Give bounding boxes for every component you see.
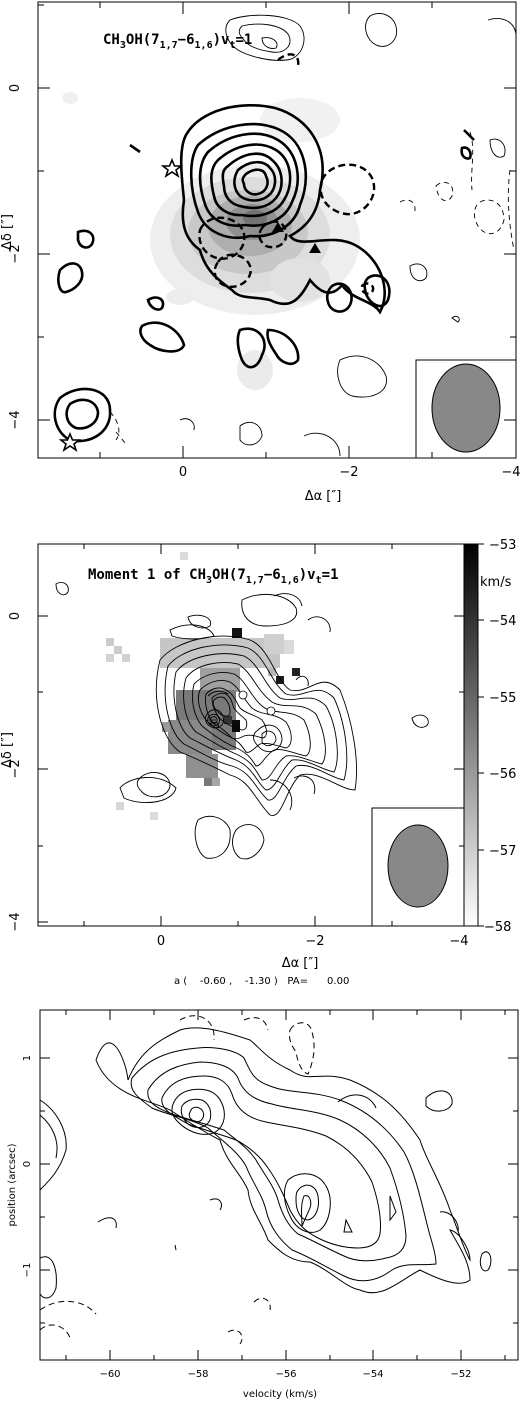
panel-2-colorbar xyxy=(463,543,479,927)
panel-1-title: CH3OH(71,7−61,6)vt=1 xyxy=(103,32,252,51)
panel-2-peak-marker xyxy=(238,690,248,700)
panel-1-star-marker xyxy=(160,157,184,178)
panel-2-cbar-label-3: −56 xyxy=(489,767,516,782)
panel-3-xtick-2: −56 xyxy=(275,1369,296,1380)
panel-1-ticks xyxy=(38,2,517,458)
panel-1-thick-contours xyxy=(53,104,475,443)
panel-1-xtick-0: 0 xyxy=(179,465,187,480)
panel-2-colorbar-ticks xyxy=(478,543,484,927)
panel-2-cbar-label-2: −55 xyxy=(489,691,516,706)
panel-2-ytick-0: 0 xyxy=(8,612,23,620)
panel-1-thin-dashed-contours xyxy=(109,131,515,445)
panel-2-cbar-label-5: −58 xyxy=(484,920,511,935)
panel-1-xtick-1: −2 xyxy=(339,465,358,480)
panel-1-thick-dashed-contours xyxy=(198,53,376,295)
panel-3-pv-diagram: −60 −58 −56 −54 −52 velocity (km/s) 1 0 … xyxy=(7,1009,519,1400)
panel-3-ytick-1: 0 xyxy=(22,1161,33,1167)
panel-2-cbar-unit: km/s xyxy=(480,575,512,590)
panel-3-ylabel: position (arcsec) xyxy=(7,1143,18,1226)
panel-2-ylabel: Δδ [″] xyxy=(0,732,15,768)
panel-2-cbar-label-1: −54 xyxy=(489,614,516,629)
panel-1-xlabel: Δα [″] xyxy=(305,489,342,504)
panel-3-dashed-contours xyxy=(39,1015,315,1345)
panel-2-ytick-2: −4 xyxy=(8,912,23,931)
panel-2-peak-marker-2 xyxy=(266,706,276,716)
panel-1-triangle-marker xyxy=(272,222,284,232)
panel-2-xtick-1: −2 xyxy=(305,934,324,949)
panel-2-moment-map: −53 km/s −54 −55 −56 −57 −58 Moment 1 of… xyxy=(0,538,516,987)
panel-3-ytick-2: −1 xyxy=(22,1263,33,1278)
panel-2-xlabel: Δα [″] xyxy=(282,956,319,971)
panel-2-contours xyxy=(55,581,429,860)
panel-3-xtick-0: −60 xyxy=(99,1369,120,1380)
panel-1-ytick-1: −2 xyxy=(8,244,23,263)
panel-1-star-marker-2 xyxy=(58,431,82,452)
panel-3-ytick-0: 1 xyxy=(22,1055,33,1061)
panel-2-ytick-1: −2 xyxy=(8,759,23,778)
panel-1-triangle-marker-2 xyxy=(309,243,321,253)
panel-3-frame xyxy=(39,1009,519,1361)
panel-3-xlabel: velocity (km/s) xyxy=(243,1389,317,1400)
panel-1-ytick-2: −4 xyxy=(8,410,23,429)
panel-2-xtick-0: 0 xyxy=(157,934,165,949)
panel-1-xtick-2: −4 xyxy=(501,465,520,480)
panel-3-xtick-4: −52 xyxy=(450,1369,471,1380)
panel-2-title: Moment 1 of CH3OH(71,7−61,6)vt=1 xyxy=(88,567,339,586)
panel-1-thin-contours xyxy=(179,13,517,457)
panel-1-ylabel: Δδ [″] xyxy=(0,214,15,250)
panel-3-xtick-1: −58 xyxy=(187,1369,208,1380)
panel-1-beam-ellipse xyxy=(431,363,501,453)
panel-3-contours xyxy=(39,1027,492,1299)
panel-1-channel-map: CH3OH(71,7−61,6)vt=1 0 −2 −4 Δα [″] 0 −2… xyxy=(0,1,521,504)
panel-2-xtick-2: −4 xyxy=(449,934,468,949)
panel-2-cbar-label-4: −57 xyxy=(489,844,516,859)
panel-2-beam-ellipse xyxy=(387,824,449,908)
panel-2-ticks xyxy=(38,544,464,926)
panel-3-ticks xyxy=(40,1010,518,1360)
panel-3-xtick-3: −54 xyxy=(362,1369,383,1380)
panel-2-caption: a ( -0.60 , -1.30 ) PA= 0.00 xyxy=(174,976,349,987)
panel-2-cbar-label-0: −53 xyxy=(489,538,516,553)
panel-1-frame xyxy=(37,1,517,459)
panel-1-ytick-0: 0 xyxy=(8,84,23,92)
